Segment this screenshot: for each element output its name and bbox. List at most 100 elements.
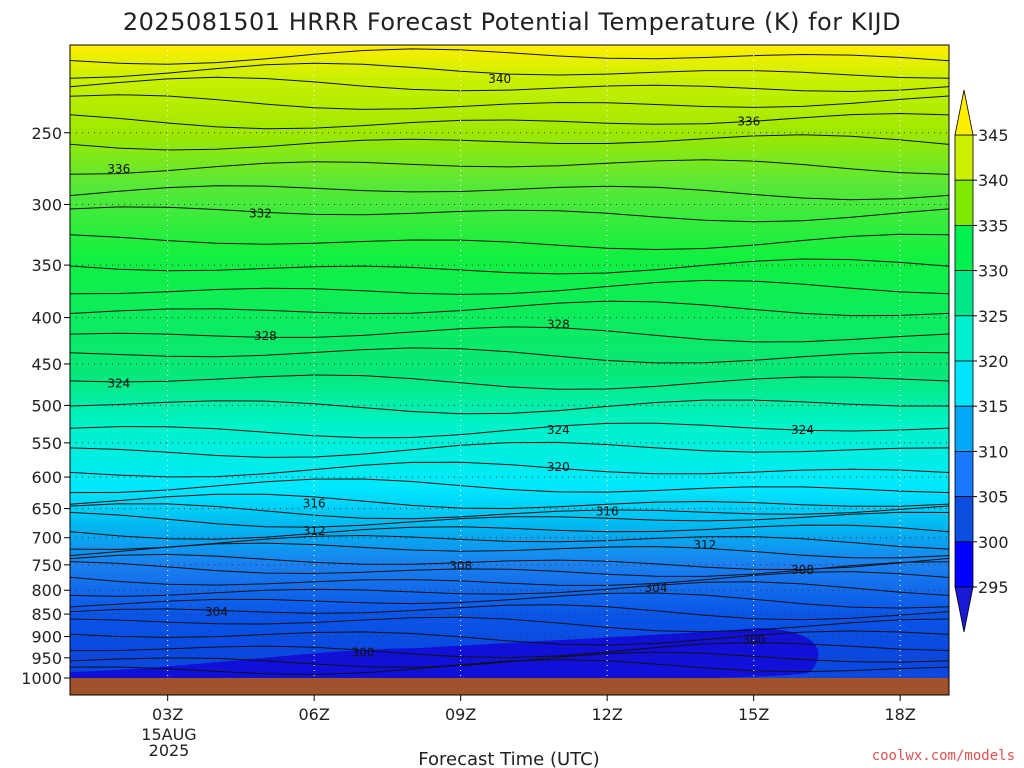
contour-line — [70, 326, 949, 343]
contour-line — [70, 571, 949, 586]
contour-line — [70, 659, 949, 676]
contour-line — [70, 534, 949, 550]
x-tick-label: 09Z — [445, 705, 476, 724]
y-tick-label: 700 — [31, 529, 62, 548]
contour-label: 324 — [107, 377, 130, 391]
contour-line — [70, 62, 949, 79]
colorbar-label: 345 — [978, 126, 1009, 145]
contour-line — [70, 651, 949, 668]
contour-line — [70, 503, 949, 520]
contour-line — [70, 478, 949, 494]
colorbar-bin — [954, 179, 974, 226]
y-tick-label: 350 — [31, 256, 62, 275]
colorbar-label: 330 — [978, 262, 1009, 281]
contour-line — [70, 76, 949, 93]
contour-line — [70, 112, 949, 130]
contour-label: 308 — [791, 563, 814, 577]
contour-label: 324 — [547, 423, 570, 437]
colorbar-label: 300 — [978, 533, 1009, 552]
contour-line — [70, 399, 949, 415]
colorbar-bin — [954, 405, 974, 452]
y-tick-label: 950 — [31, 649, 62, 668]
colorbar-bottom-extend — [954, 586, 974, 633]
y-tick-label: 650 — [31, 500, 62, 519]
contour-label: 328 — [254, 329, 277, 343]
contour-line — [70, 604, 949, 621]
contour-label: 324 — [791, 423, 814, 437]
x-tick-label: 03Z — [152, 705, 183, 724]
contour-line — [70, 524, 949, 540]
contour-line — [70, 94, 949, 110]
x-axis: 03Z 06Z 09Z 12Z 15Z 18Z — [152, 695, 916, 724]
contour-label: 320 — [547, 460, 570, 474]
y-tick-label: 800 — [31, 581, 62, 600]
contour-label: 316 — [303, 497, 326, 511]
plot-area — [70, 45, 949, 678]
contour-label: 336 — [107, 162, 130, 176]
contour-line — [70, 511, 949, 528]
contour-label: 340 — [488, 72, 511, 86]
colorbar-label: 295 — [978, 578, 1009, 597]
contour-line — [70, 561, 949, 577]
contour-label: 312 — [693, 538, 716, 552]
contour-line — [70, 422, 949, 439]
contour-label: 316 — [596, 505, 619, 519]
colorbar-bin — [954, 450, 974, 497]
contour-line — [70, 134, 949, 151]
x-axis-label: Forecast Time (UTC) — [418, 749, 599, 768]
contour-label: 308 — [449, 559, 472, 573]
contour-line — [70, 48, 949, 65]
contour-label: 336 — [737, 115, 760, 129]
colorbar-label: 310 — [978, 442, 1009, 461]
chart-title: 2025081501 HRRR Forecast Potential Tempe… — [123, 8, 901, 36]
contour-line — [70, 185, 949, 201]
grid-lines — [70, 45, 949, 678]
y-tick-label: 900 — [31, 628, 62, 647]
colorbar-label: 325 — [978, 307, 1009, 326]
contour-line — [70, 542, 949, 559]
y-tick-label: 250 — [31, 124, 62, 143]
y-tick-label: 300 — [31, 195, 62, 214]
y-tick-label: 1000 — [21, 669, 62, 688]
contour-line — [70, 553, 949, 571]
contour-label: 304 — [205, 605, 228, 619]
contour-line — [70, 461, 949, 478]
plot-frame — [69, 44, 950, 696]
colorbar-bin — [954, 224, 974, 271]
y-tick-label: 500 — [31, 396, 62, 415]
ground-surface — [70, 678, 949, 695]
x-tick-label: 06Z — [299, 705, 330, 724]
contour-lines — [70, 48, 949, 676]
colorbar-bin — [954, 541, 974, 588]
colorbar-label: 340 — [978, 171, 1009, 190]
y-tick-label: 600 — [31, 468, 62, 487]
contour-line — [70, 581, 949, 597]
date-label-year: 2025 — [149, 741, 190, 760]
colorbar-label: 320 — [978, 352, 1009, 371]
x-tick-label: 18Z — [885, 705, 916, 724]
contour-line — [70, 592, 949, 609]
contour-line — [70, 279, 949, 295]
y-tick-label: 450 — [31, 355, 62, 374]
contour-label: 300 — [742, 633, 765, 647]
contour-label: 304 — [645, 581, 668, 595]
x-tick-label: 12Z — [592, 705, 623, 724]
contour-line — [70, 258, 949, 275]
colorbar-label: 315 — [978, 397, 1009, 416]
contour-label: 312 — [303, 524, 326, 538]
contour-line — [70, 347, 949, 364]
y-tick-label: 400 — [31, 309, 62, 328]
contour-line — [70, 206, 949, 223]
colorbar-bin — [954, 270, 974, 317]
colorbar-bin — [954, 315, 974, 362]
contour-label: 332 — [249, 207, 272, 221]
contour-label: 300 — [352, 645, 375, 659]
contour-line — [70, 374, 949, 390]
y-tick-label: 850 — [31, 605, 62, 624]
contour-line — [70, 630, 949, 646]
contour-line — [70, 233, 949, 251]
contour-line — [70, 441, 949, 458]
contour-line — [70, 493, 949, 510]
y-tick-label: 750 — [31, 556, 62, 575]
